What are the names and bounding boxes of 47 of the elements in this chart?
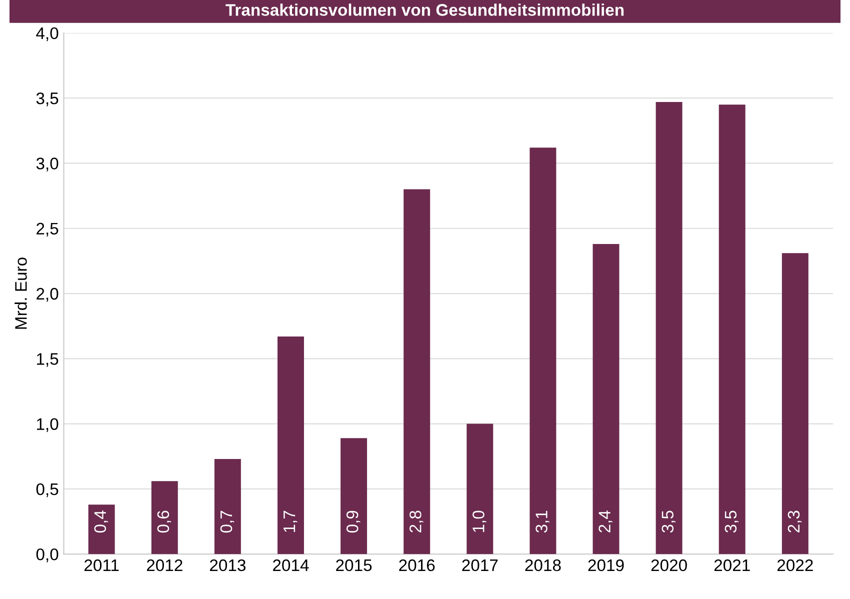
x-tick-label: 2018 — [525, 559, 561, 572]
x-tick-label: 2022 — [777, 559, 813, 572]
data-label: 0,7 — [220, 510, 234, 533]
bar — [151, 481, 178, 554]
y-tick-label: 3,5 — [36, 92, 58, 106]
bar — [718, 104, 746, 554]
bar — [404, 189, 430, 554]
bar — [466, 424, 494, 554]
data-label: 2,4 — [598, 510, 612, 532]
y-tick-label: 1,5 — [36, 353, 58, 367]
x-tick-label: 2013 — [210, 559, 246, 572]
data-label: 3,5 — [724, 510, 739, 533]
x-tick-label: 2015 — [336, 559, 372, 572]
x-tick-label: 2011 — [84, 559, 119, 572]
bar — [88, 504, 115, 554]
y-tick-label: 4,0 — [36, 27, 58, 42]
y-tick-label: 2,5 — [36, 222, 58, 237]
x-tick-label: 2019 — [588, 559, 624, 572]
chart-title: Transaktionsvolumen von Gesundheitsimmobilien — [226, 4, 624, 16]
x-tick-label: 2012 — [146, 559, 182, 572]
data-label: 1,0 — [472, 510, 486, 532]
bar — [214, 458, 241, 554]
data-label: 2,8 — [410, 510, 424, 532]
x-tick-label: 2021 — [714, 559, 750, 572]
bar — [592, 244, 620, 554]
data-label: 2,3 — [788, 510, 802, 532]
y-tick-label: 0,5 — [36, 483, 58, 498]
x-tick-label: 2017 — [462, 559, 498, 572]
y-tick-label: 3,0 — [36, 158, 58, 172]
y-tick-label: 2,0 — [36, 288, 58, 302]
x-tick-label: 2020 — [651, 559, 687, 572]
x-tick-label: 2014 — [273, 559, 309, 572]
y-tick-label: 0,0 — [36, 548, 58, 562]
bar — [530, 148, 556, 554]
bar — [278, 336, 304, 554]
data-label: 3,1 — [536, 510, 550, 533]
y-tick-label: 1,0 — [36, 418, 58, 432]
bar — [340, 438, 368, 554]
data-label: 0,9 — [346, 510, 360, 533]
data-label: 0,6 — [157, 510, 172, 533]
x-tick-label: 2016 — [399, 559, 435, 572]
bar — [656, 102, 682, 554]
data-label: 0,4 — [94, 510, 108, 533]
bar — [782, 253, 808, 554]
y-axis-title: Mrd. Euro — [14, 258, 27, 329]
data-label: 3,5 — [662, 510, 676, 533]
data-label: 1,7 — [284, 510, 298, 532]
